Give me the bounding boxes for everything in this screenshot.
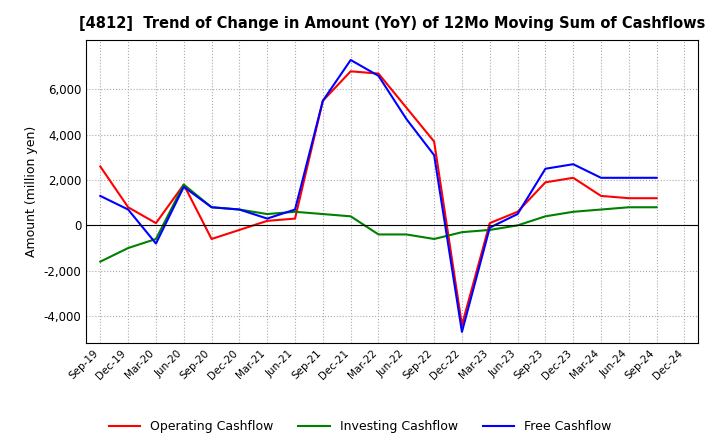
- Investing Cashflow: [263, 211, 271, 216]
- Investing Cashflow: [541, 214, 550, 219]
- Free Cashflow: [458, 329, 467, 334]
- Title: [4812]  Trend of Change in Amount (YoY) of 12Mo Moving Sum of Cashflows: [4812] Trend of Change in Amount (YoY) o…: [79, 16, 706, 32]
- Investing Cashflow: [291, 209, 300, 214]
- Operating Cashflow: [263, 218, 271, 224]
- Free Cashflow: [652, 175, 661, 180]
- Investing Cashflow: [485, 227, 494, 233]
- Investing Cashflow: [597, 207, 606, 212]
- Operating Cashflow: [346, 69, 355, 74]
- Free Cashflow: [207, 205, 216, 210]
- Investing Cashflow: [402, 232, 410, 237]
- Free Cashflow: [597, 175, 606, 180]
- Free Cashflow: [179, 184, 188, 190]
- Operating Cashflow: [124, 205, 132, 210]
- Investing Cashflow: [179, 182, 188, 187]
- Free Cashflow: [235, 207, 243, 212]
- Free Cashflow: [152, 241, 161, 246]
- Operating Cashflow: [374, 71, 383, 76]
- Investing Cashflow: [318, 211, 327, 216]
- Investing Cashflow: [430, 236, 438, 242]
- Investing Cashflow: [124, 246, 132, 251]
- Operating Cashflow: [458, 323, 467, 328]
- Operating Cashflow: [96, 164, 104, 169]
- Operating Cashflow: [318, 98, 327, 103]
- Free Cashflow: [318, 98, 327, 103]
- Investing Cashflow: [235, 207, 243, 212]
- Free Cashflow: [513, 211, 522, 216]
- Investing Cashflow: [624, 205, 633, 210]
- Investing Cashflow: [374, 232, 383, 237]
- Operating Cashflow: [624, 195, 633, 201]
- Investing Cashflow: [513, 223, 522, 228]
- Operating Cashflow: [513, 209, 522, 214]
- Free Cashflow: [346, 57, 355, 62]
- Investing Cashflow: [152, 236, 161, 242]
- Operating Cashflow: [152, 220, 161, 226]
- Investing Cashflow: [652, 205, 661, 210]
- Free Cashflow: [96, 193, 104, 198]
- Operating Cashflow: [235, 227, 243, 233]
- Line: Operating Cashflow: Operating Cashflow: [100, 71, 657, 325]
- Operating Cashflow: [485, 220, 494, 226]
- Investing Cashflow: [207, 205, 216, 210]
- Free Cashflow: [374, 73, 383, 78]
- Investing Cashflow: [458, 230, 467, 235]
- Free Cashflow: [624, 175, 633, 180]
- Operating Cashflow: [291, 216, 300, 221]
- Operating Cashflow: [597, 193, 606, 198]
- Free Cashflow: [541, 166, 550, 172]
- Operating Cashflow: [541, 180, 550, 185]
- Free Cashflow: [291, 207, 300, 212]
- Operating Cashflow: [402, 105, 410, 110]
- Line: Investing Cashflow: Investing Cashflow: [100, 185, 657, 262]
- Line: Free Cashflow: Free Cashflow: [100, 60, 657, 332]
- Free Cashflow: [485, 225, 494, 230]
- Free Cashflow: [124, 207, 132, 212]
- Y-axis label: Amount (million yen): Amount (million yen): [25, 126, 38, 257]
- Investing Cashflow: [96, 259, 104, 264]
- Investing Cashflow: [569, 209, 577, 214]
- Operating Cashflow: [207, 236, 216, 242]
- Legend: Operating Cashflow, Investing Cashflow, Free Cashflow: Operating Cashflow, Investing Cashflow, …: [104, 415, 616, 438]
- Operating Cashflow: [179, 182, 188, 187]
- Investing Cashflow: [346, 214, 355, 219]
- Free Cashflow: [430, 153, 438, 158]
- Operating Cashflow: [569, 175, 577, 180]
- Free Cashflow: [402, 116, 410, 121]
- Free Cashflow: [263, 216, 271, 221]
- Operating Cashflow: [430, 139, 438, 144]
- Free Cashflow: [569, 161, 577, 167]
- Operating Cashflow: [652, 195, 661, 201]
